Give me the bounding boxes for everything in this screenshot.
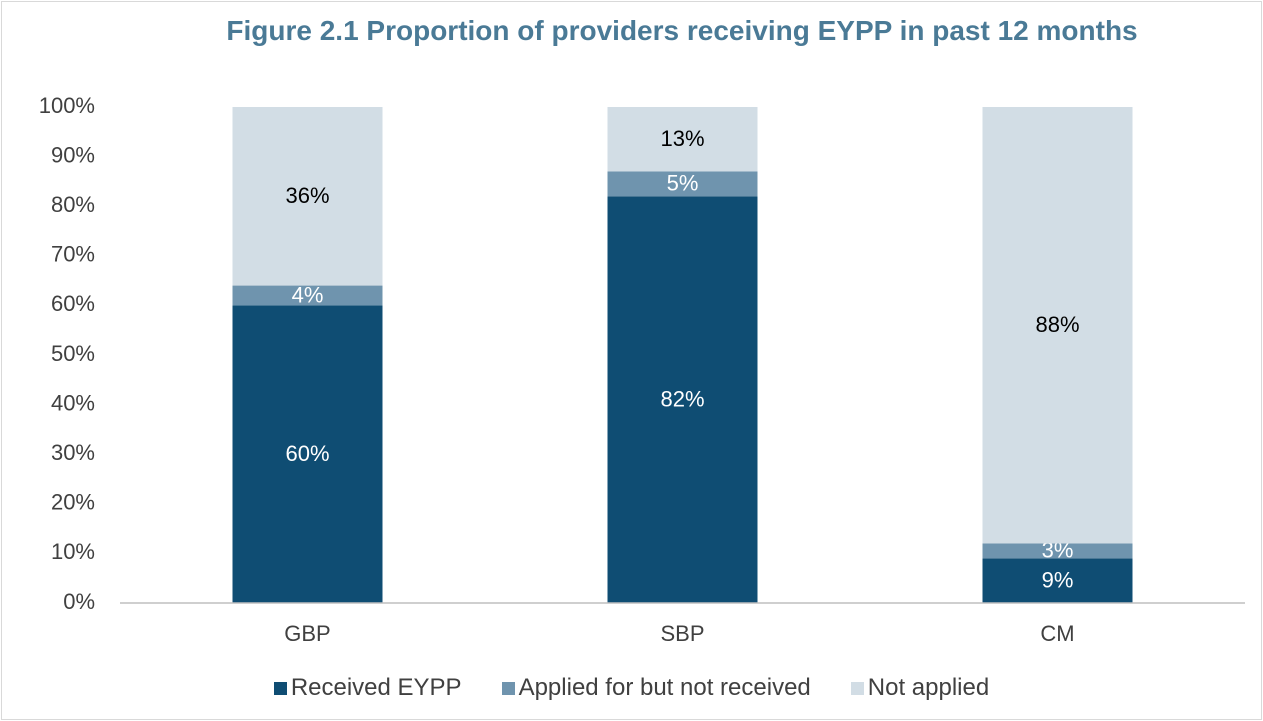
- y-tick-label: 100%: [39, 93, 95, 118]
- y-tick-label: 70%: [51, 242, 95, 267]
- y-tick-label: 60%: [51, 291, 95, 316]
- y-tick-label: 20%: [51, 490, 95, 515]
- legend: Received EYPP Applied for but not receive…: [0, 674, 1263, 702]
- data-label: 88%: [1035, 312, 1079, 337]
- x-tick-label: GBP: [284, 621, 330, 646]
- y-tick-label: 90%: [51, 142, 95, 167]
- y-tick-label: 0%: [63, 589, 95, 614]
- bar-segment: [607, 196, 758, 603]
- legend-swatch: [850, 681, 864, 695]
- legend-label: Applied for but not received: [518, 674, 811, 701]
- y-tick-label: 30%: [51, 440, 95, 465]
- bar-segment: [982, 543, 1133, 559]
- y-tick-label: 40%: [51, 390, 95, 415]
- legend-item: Not applied: [850, 674, 990, 702]
- bar-segment: [982, 107, 1133, 544]
- legend-item: Received EYPP: [273, 674, 462, 702]
- chart-title: Figure 2.1 Proportion of providers recei…: [226, 15, 1138, 46]
- data-label: 4%: [292, 282, 324, 307]
- y-tick-label: 80%: [51, 192, 95, 217]
- data-label: 60%: [285, 441, 329, 466]
- bar-segment: [982, 558, 1133, 603]
- legend-label: Received EYPP: [290, 674, 462, 701]
- legend-swatch: [501, 681, 515, 695]
- data-label: 82%: [660, 386, 704, 411]
- x-tick-label: CM: [1040, 621, 1074, 646]
- bar-segment: [232, 305, 383, 603]
- legend-label: Not applied: [867, 674, 990, 701]
- y-tick-label: 10%: [51, 539, 95, 564]
- legend-swatch: [273, 681, 287, 695]
- bar-segment: [607, 107, 758, 172]
- bar-segment: [607, 171, 758, 197]
- data-label: 36%: [285, 183, 329, 208]
- y-tick-label: 50%: [51, 341, 95, 366]
- x-tick-label: SBP: [660, 621, 704, 646]
- bar-segment: [232, 107, 383, 286]
- bar-segment: [232, 285, 383, 306]
- data-label: 5%: [667, 171, 699, 196]
- data-label: 13%: [660, 126, 704, 151]
- legend-item: Applied for but not received: [501, 674, 811, 702]
- data-label: 9%: [1042, 567, 1074, 592]
